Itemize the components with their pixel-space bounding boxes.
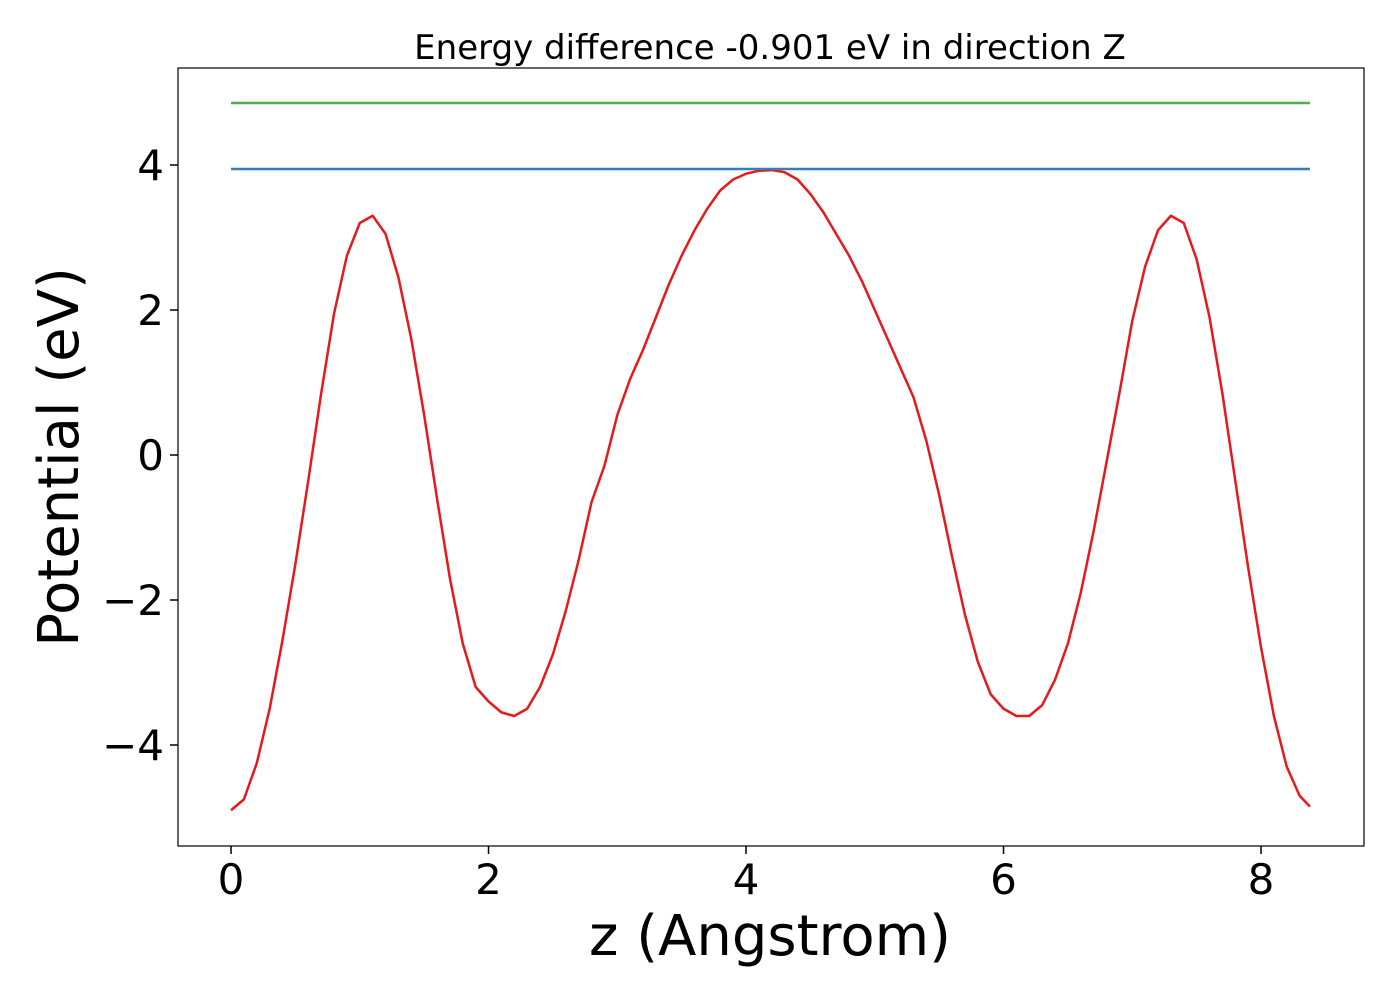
y-tick-label: 2 bbox=[137, 286, 164, 335]
y-tick-label: −2 bbox=[102, 576, 164, 625]
y-tick-label: 0 bbox=[137, 431, 164, 480]
x-tick-label: 0 bbox=[218, 855, 245, 904]
x-tick-label: 4 bbox=[733, 855, 760, 904]
plot-frame bbox=[177, 67, 1365, 847]
x-tick-label: 2 bbox=[475, 855, 502, 904]
x-tick-label: 6 bbox=[990, 855, 1017, 904]
x-axis-label: z (Angstrom) bbox=[589, 904, 951, 969]
y-tick-label: −4 bbox=[102, 721, 164, 770]
y-tick-label: 4 bbox=[137, 141, 164, 190]
y-axis-label: Potential (eV) bbox=[27, 267, 92, 647]
x-tick-label: 8 bbox=[1248, 855, 1275, 904]
chart-title: Energy difference -0.901 eV in direction… bbox=[414, 28, 1126, 68]
